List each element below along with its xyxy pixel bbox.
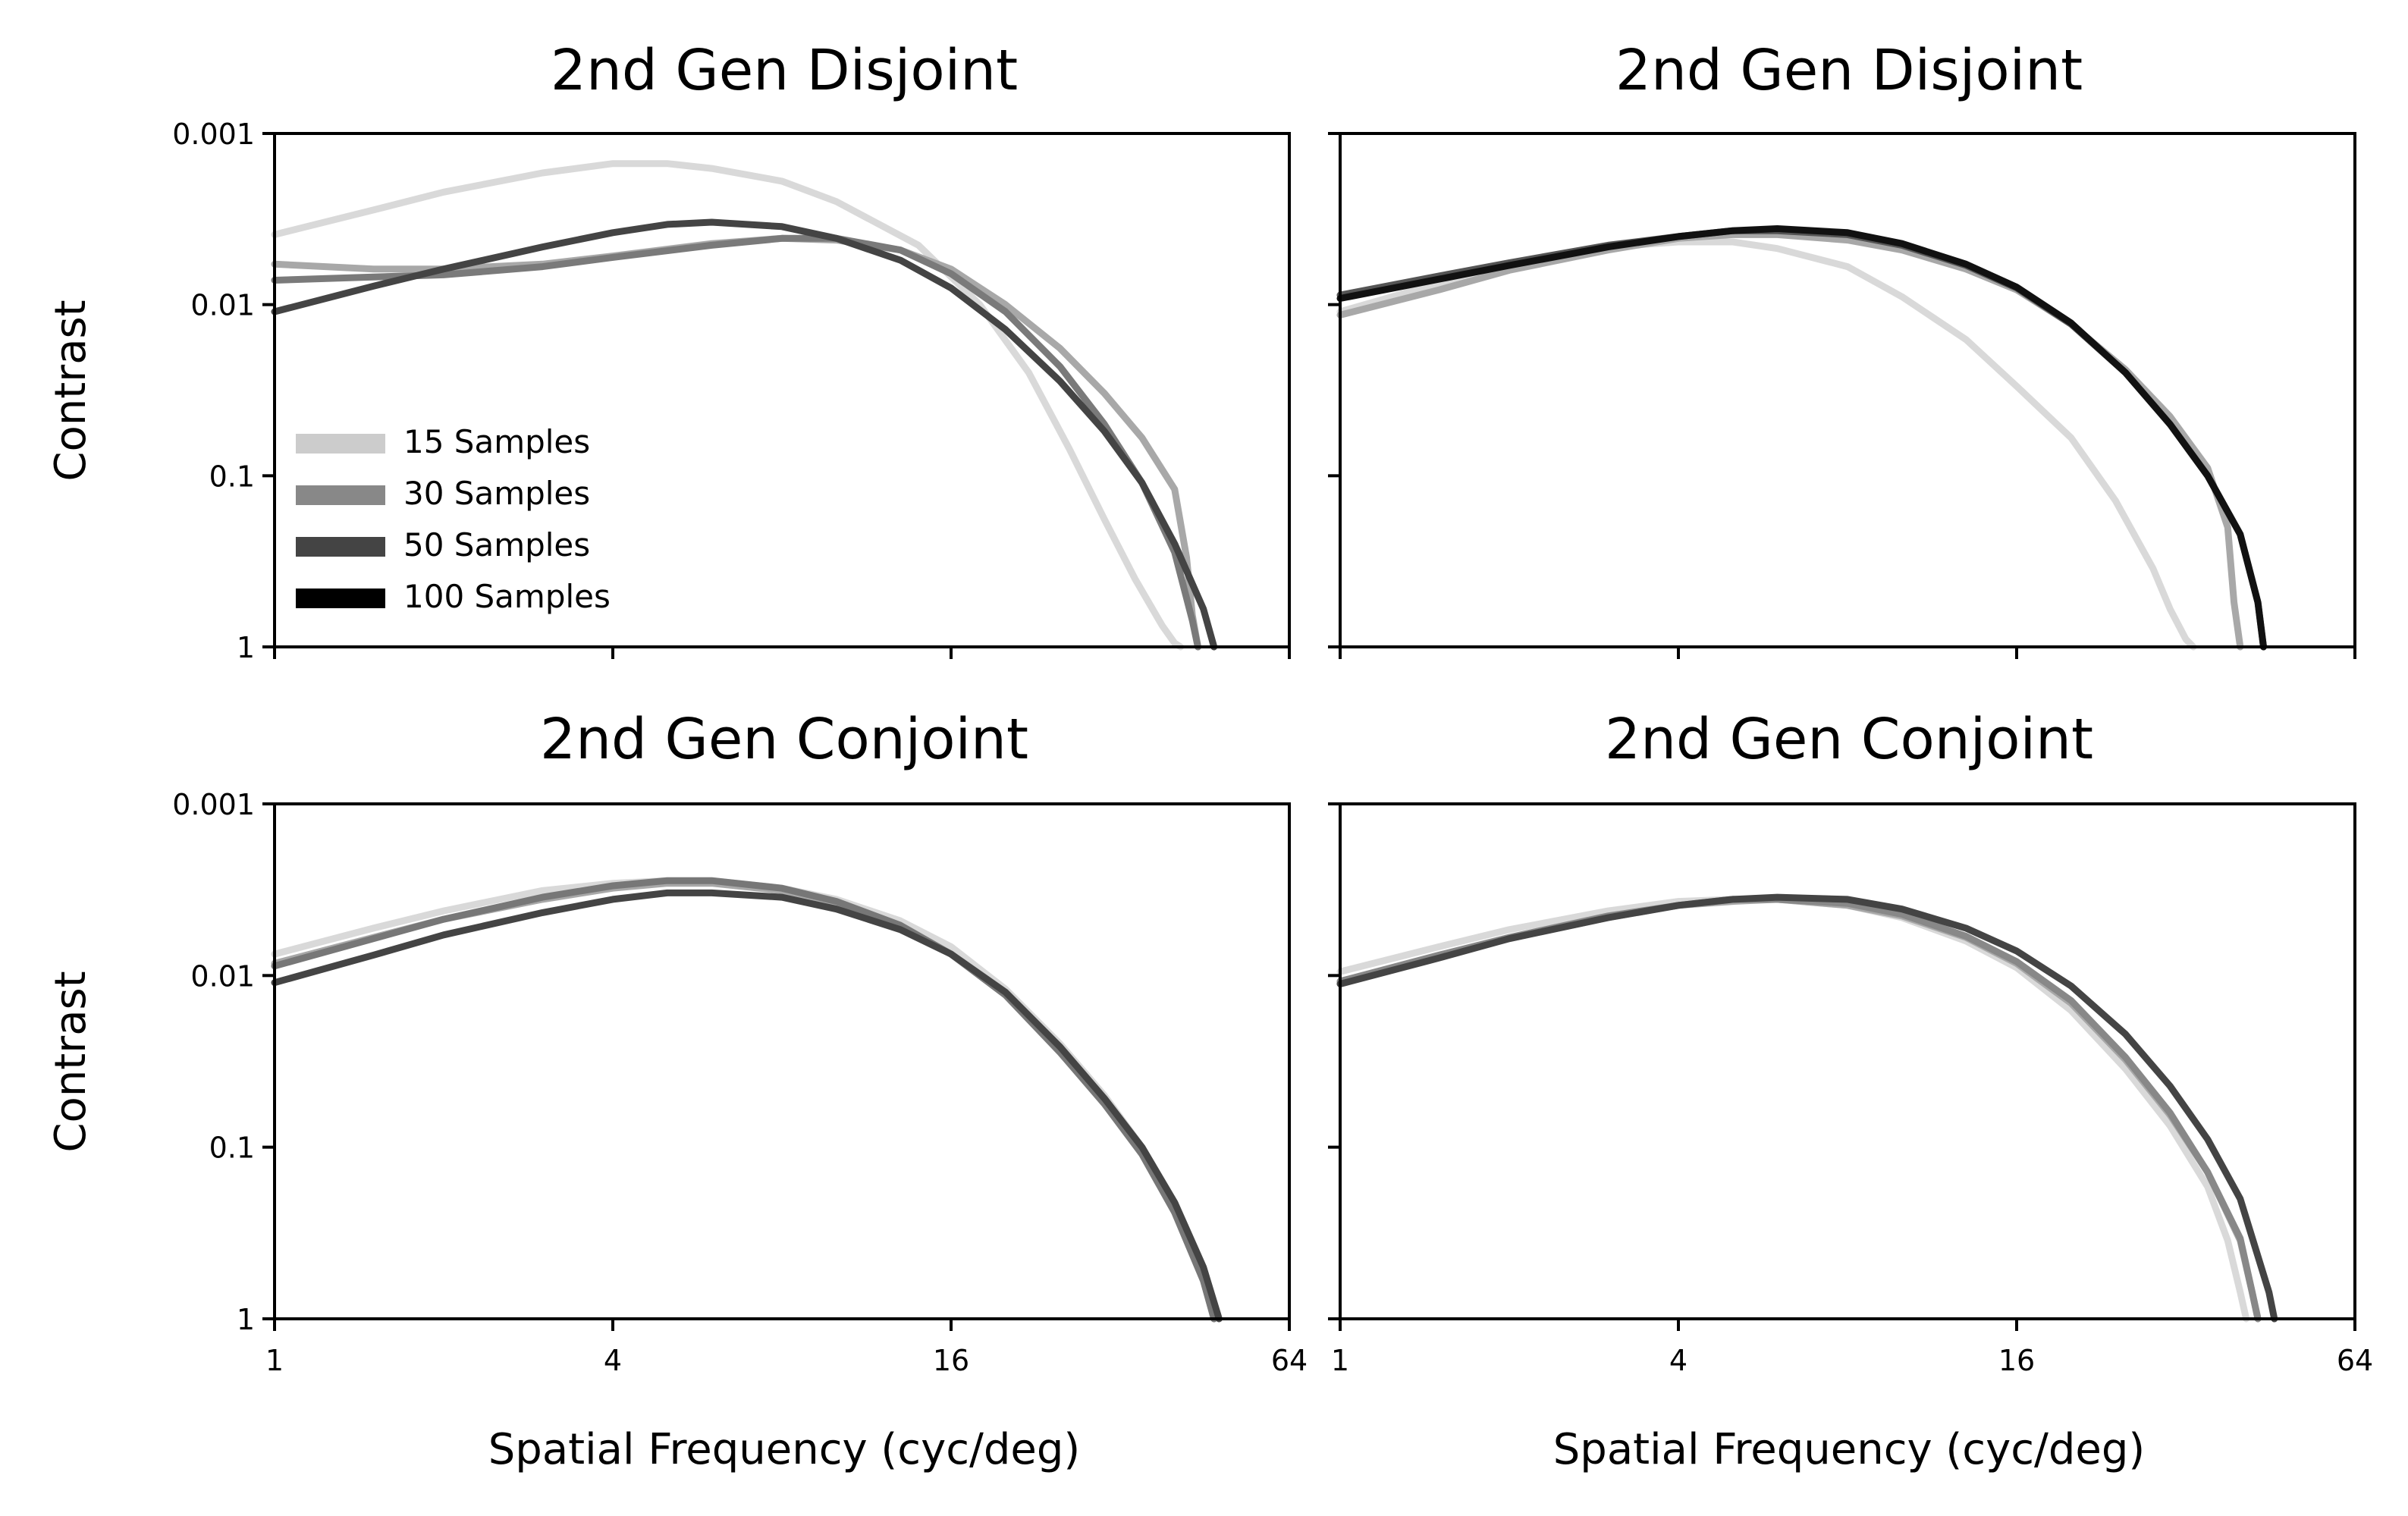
legend-swatch-15 (296, 434, 385, 454)
series-line-50-samples (1336, 896, 2262, 1323)
plot-frame (1339, 132, 2356, 648)
x-axis-label: Spatial Frequency (cyc/deg) (1553, 1425, 2146, 1474)
y-tick-label: 0.01 (190, 289, 255, 322)
series-line-15-samples (271, 160, 1185, 651)
series-group (271, 877, 1223, 1323)
series-line-50-samples (1336, 227, 2267, 651)
y-axis-label: Contrast (46, 300, 96, 481)
y-tick-label: 0.001 (172, 118, 255, 151)
legend-label-100: 100 Samples (403, 578, 611, 615)
series-line-100-samples (1336, 225, 2267, 651)
panel-title: 2nd Gen Conjoint (540, 707, 1028, 772)
series-line-15-samples (1336, 238, 2197, 651)
legend-label-15: 15 Samples (403, 423, 590, 460)
series-line-50-samples (271, 877, 1218, 1323)
panel-title: 2nd Gen Conjoint (1605, 707, 2093, 772)
panel-title: 2nd Gen Disjoint (551, 38, 1018, 103)
series-line-30-samples (1336, 896, 2262, 1323)
panel-top-right: 2nd Gen Disjoint (1328, 38, 2356, 659)
series-line-100-samples (271, 889, 1223, 1323)
legend-label-50: 50 Samples (403, 526, 590, 563)
plot-frame (1339, 802, 2356, 1320)
x-tick-label: 64 (2337, 1344, 2373, 1377)
y-tick-label: 1 (237, 1303, 255, 1336)
series-group (1336, 225, 2267, 651)
series-line-15-samples (1336, 896, 2250, 1323)
x-tick-label: 16 (1998, 1344, 2035, 1377)
y-tick-label: 0.1 (209, 1132, 255, 1165)
y-axis-label: Contrast (46, 971, 96, 1152)
plot-frame (273, 802, 1291, 1320)
legend-swatch-30 (296, 485, 385, 505)
plot-frame (273, 132, 1291, 648)
series-line-100-samples (1336, 893, 2278, 1323)
x-tick-label: 16 (933, 1344, 969, 1377)
x-tick-label: 64 (1271, 1344, 1308, 1377)
x-tick-label: 4 (604, 1344, 622, 1377)
y-tick-label: 0.1 (209, 460, 255, 493)
legend-swatch-50 (296, 537, 385, 557)
legend-label-30: 30 Samples (403, 475, 590, 512)
y-tick-label: 0.001 (172, 788, 255, 821)
x-tick-label: 1 (1331, 1344, 1349, 1377)
y-tick-label: 1 (237, 631, 255, 664)
y-tick-label: 0.01 (190, 959, 255, 993)
panel-bottom-right: 2nd Gen Conjoint Spatial Frequency (cyc/… (1328, 707, 2373, 1474)
series-line-30-samples (271, 880, 1218, 1323)
series-group (1336, 893, 2278, 1323)
series-group (271, 160, 1218, 651)
x-tick-label: 4 (1669, 1344, 1687, 1377)
series-line-100-samples (271, 218, 1218, 651)
legend-swatch-100 (296, 589, 385, 608)
legend: 15 Samples 30 Samples 50 Samples 100 Sam… (296, 423, 611, 615)
series-line-30-samples (1336, 231, 2244, 651)
panel-title: 2nd Gen Disjoint (1615, 38, 2083, 103)
panel-bottom-left: 2nd Gen Conjoint Contrast Spatial Freque… (46, 707, 1308, 1474)
x-tick-label: 1 (265, 1344, 284, 1377)
panel-top-left: 2nd Gen Disjoint Contrast 0.001 0.01 0.1 1 (46, 38, 1291, 664)
x-axis-label: Spatial Frequency (cyc/deg) (488, 1425, 1081, 1474)
